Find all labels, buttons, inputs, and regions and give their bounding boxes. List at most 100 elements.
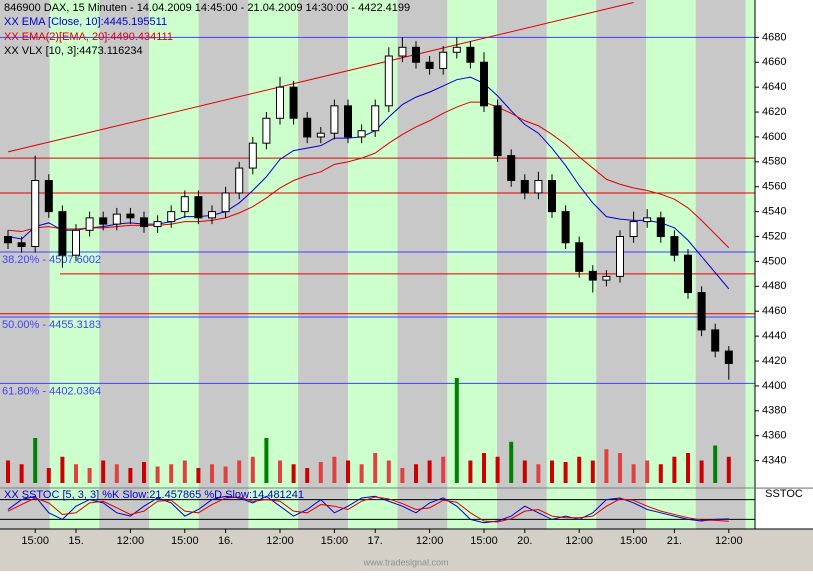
volume-bar — [142, 462, 146, 483]
stoch-line — [7, 495, 729, 524]
y-tick-label: 4680 — [762, 31, 786, 43]
price-axis — [755, 0, 813, 488]
volume-bar — [400, 468, 405, 483]
volume-bar — [6, 460, 10, 483]
volume-bar — [454, 378, 459, 483]
volume-bar — [509, 441, 514, 483]
session-band — [497, 0, 547, 529]
candle-body — [357, 130, 366, 138]
candle-body — [371, 105, 380, 132]
legend-entry: XX EMA [Close, 10]:4445.195511 — [4, 16, 167, 28]
volume-bar — [223, 466, 228, 483]
candle-body — [520, 180, 529, 194]
candle-body — [208, 211, 216, 219]
volume-bar — [60, 456, 65, 483]
candle-body — [58, 211, 67, 256]
y-tick-label: 4360 — [762, 430, 786, 442]
volume-bar — [46, 468, 51, 483]
volume-bar — [631, 464, 636, 483]
candle-body — [126, 213, 135, 219]
candle-body — [4, 236, 12, 244]
volume-bar — [33, 438, 38, 483]
candle-body — [140, 217, 148, 228]
candle-body — [167, 211, 176, 223]
candle-body — [235, 167, 244, 194]
session-band — [248, 0, 299, 529]
volume-bar — [169, 464, 174, 483]
fib-label: 50.00% - 4455.3183 — [2, 319, 101, 331]
volume-bar — [468, 460, 473, 483]
x-tick-label: 17. — [368, 535, 383, 547]
session-band — [0, 0, 50, 529]
candle-body — [384, 55, 393, 107]
candle-body — [629, 221, 638, 238]
volume-bar — [250, 456, 255, 483]
x-tick-label: 21. — [667, 535, 682, 547]
trendline — [7, 2, 634, 153]
candle-body — [643, 217, 652, 223]
y-tick-label: 4420 — [762, 355, 786, 367]
volume-bar — [699, 460, 704, 483]
candle-body — [616, 236, 624, 277]
candle-body — [398, 46, 407, 57]
candle-body — [17, 242, 26, 247]
y-tick-label: 4660 — [762, 56, 786, 68]
volume-bar — [373, 453, 378, 483]
candle-body — [507, 155, 516, 182]
volume-bar — [577, 456, 582, 483]
session-band — [447, 0, 497, 529]
volume-bar — [101, 460, 106, 483]
x-tick-label: 15. — [68, 535, 83, 547]
volume-bar — [386, 460, 391, 483]
watermark: www.tradesignal.com — [362, 557, 448, 567]
volume-bar — [672, 456, 677, 483]
session-band — [198, 0, 249, 529]
x-tick-label: 15:00 — [470, 535, 498, 547]
candle-body — [656, 217, 665, 238]
volume-bar — [686, 453, 690, 483]
ema-line — [7, 76, 730, 290]
candle-body — [289, 86, 298, 119]
y-tick-label: 4540 — [762, 206, 786, 218]
candle-body — [248, 142, 257, 169]
volume-bar — [346, 460, 350, 483]
fib-label: 61.80% - 4402.0364 — [2, 385, 101, 397]
y-tick-label: 4620 — [762, 106, 786, 118]
candle-body — [711, 329, 720, 352]
candle-body — [452, 46, 461, 53]
volume-bar — [536, 464, 541, 483]
y-tick-label: 4560 — [762, 181, 786, 193]
volume-bar — [210, 464, 214, 483]
chart-title: 846900 DAX, 15 Minuten - 14.04.2009 14:4… — [4, 2, 410, 14]
volume-bar — [359, 464, 364, 483]
y-tick-label: 4480 — [762, 280, 786, 292]
candle-body — [697, 292, 706, 331]
volume-bar — [237, 460, 242, 483]
candle-body — [112, 213, 121, 225]
y-tick-label: 4460 — [762, 305, 786, 317]
x-tick-label: 16. — [218, 535, 233, 547]
candle-body — [480, 61, 488, 107]
candle-body — [153, 221, 162, 228]
volume-bar — [713, 445, 718, 483]
candle-body — [221, 192, 230, 213]
x-tick-label: 15:00 — [620, 535, 648, 547]
volume-bar — [318, 462, 323, 483]
y-tick-label: 4340 — [762, 455, 786, 467]
candle-body — [588, 270, 597, 281]
volume-bar — [74, 464, 78, 483]
candle-body — [534, 180, 543, 194]
volume-bar — [128, 468, 133, 483]
y-tick-label: 4580 — [762, 156, 786, 168]
candle-body — [316, 132, 325, 138]
y-tick-label: 4640 — [762, 81, 786, 93]
session-band — [546, 0, 597, 529]
y-tick-label: 4520 — [762, 230, 786, 242]
y-tick-label: 4600 — [762, 131, 786, 143]
candle-body — [724, 350, 733, 365]
candle-body — [602, 275, 611, 281]
volume-bar — [482, 453, 486, 483]
candle-body — [194, 196, 203, 219]
candle-body — [493, 105, 502, 157]
